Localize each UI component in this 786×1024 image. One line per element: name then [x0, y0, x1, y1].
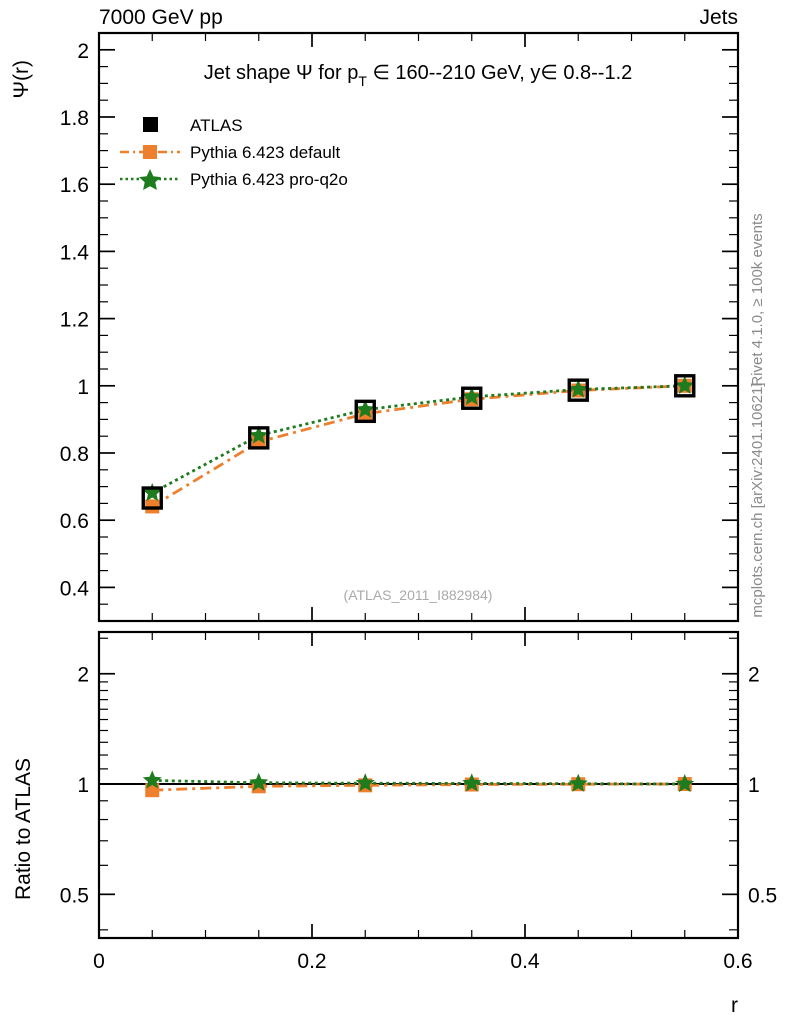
data-point-marker: [675, 375, 695, 394]
legend-marker-pythia-default: [143, 145, 157, 159]
x-tick-label: 0.2: [297, 950, 326, 973]
side-note-mcplots: mcplots.cern.ch [arXiv:2401.10621]: [749, 382, 766, 617]
legend-label-pythia-proq2o: Pythia 6.423 pro-q2o: [190, 170, 348, 189]
ratio-series-pythia-6-423-pro-q2o: [142, 770, 695, 793]
series-line: [151, 384, 685, 508]
ratio-y-tick-label-right: 2: [748, 664, 760, 687]
data-point-marker: [674, 374, 696, 398]
data-point-marker: [675, 774, 695, 793]
legend-marker-atlas: [143, 117, 158, 132]
header-category-label: Jets: [699, 6, 738, 29]
main-y-ticks: 0.4 0.6 0.8 1 1.2 1.4 1.6 1.8 2: [60, 40, 738, 605]
main-y-tick-label: 0.6: [60, 510, 89, 533]
ratio-y-tick-label: 0.5: [60, 884, 89, 907]
ratio-x-tick-labels: 0 0.2 0.4 0.6: [93, 950, 752, 973]
data-point-marker: [355, 773, 375, 792]
side-note-rivet: Rivet 4.1.0, ≥ 100k events: [749, 213, 766, 386]
legend-label-atlas: ATLAS: [190, 116, 243, 135]
main-y-tick-label: 1.6: [60, 174, 89, 197]
ratio-y-tick-label: 2: [77, 664, 89, 687]
x-tick-label: 0: [93, 950, 105, 973]
main-y-tick-label: 1.8: [60, 107, 89, 130]
ratio-series-group: [142, 770, 695, 798]
main-series-pythia-6-423-default: [145, 378, 692, 514]
data-point-marker: [567, 378, 589, 402]
legend-entry-atlas[interactable]: ATLAS: [143, 116, 243, 135]
x-axis-label: r: [731, 994, 738, 1017]
data-point-marker: [141, 486, 163, 510]
main-series-group: [141, 374, 696, 514]
data-point-marker: [355, 399, 375, 418]
data-point-marker: [249, 425, 269, 444]
ratio-y-tick-label-right: 1: [748, 774, 760, 797]
data-point-marker: [568, 379, 588, 398]
ratio-y-tick-label: 1: [77, 774, 89, 797]
header-beam-label: 7000 GeV pp: [99, 6, 223, 29]
main-panel: 0.4 0.6 0.8 1 1.2 1.4 1.6 1.8 2 Jet shape Ψ for …: [60, 31, 740, 623]
series-line: [151, 384, 685, 495]
series-line: [152, 782, 685, 792]
legend-entry-pythia-proq2o[interactable]: Pythia 6.423 pro-q2o: [120, 169, 348, 190]
main-series-atlas: [141, 374, 696, 510]
watermark-label: (ATLAS_2011_I882984): [344, 587, 493, 603]
series-line: [152, 779, 685, 786]
main-y-tick-label: 0.4: [60, 577, 90, 600]
ratio-panel: 0.5 1 2 0.5 1 2 0 0.2 0.4 0.6: [60, 630, 777, 973]
main-y-tick-label: 1: [77, 376, 89, 399]
data-point-marker: [249, 772, 269, 791]
x-tick-label: 0.6: [723, 950, 752, 973]
ratio-y-tick-label-right: 0.5: [748, 884, 777, 907]
title-prefix: Jet shape: [204, 62, 296, 84]
ratio-series-pythia-6-423-default: [145, 777, 692, 798]
title-mid: for p: [313, 62, 359, 84]
title-subscript: T: [358, 73, 367, 89]
data-point-marker: [462, 773, 482, 792]
x-tick-label: 0.4: [510, 950, 540, 973]
main-x-ticks: [151, 33, 686, 621]
legend-marker-pythia-proq2o: [139, 169, 161, 190]
data-point-marker: [462, 386, 482, 405]
ratio-x-ticks: [151, 632, 686, 938]
legend-entry-pythia-default[interactable]: Pythia 6.423 default: [120, 143, 341, 162]
data-point-marker: [461, 386, 483, 410]
plot-title: Jet shape Ψ for pT ∈ 160--210 GeV, y∈ 0.…: [204, 62, 633, 89]
data-point-marker: [248, 426, 270, 450]
data-point-marker: [142, 482, 162, 502]
title-suffix: ∈ 160--210 GeV, y∈ 0.8--1.2: [367, 62, 632, 84]
main-y-tick-label: 1.4: [60, 241, 90, 264]
y-axis-label-main: Ψ(r): [10, 60, 33, 99]
main-series-pythia-6-423-pro-q2o: [142, 375, 695, 502]
legend-label-pythia-default: Pythia 6.423 default: [190, 143, 341, 162]
data-point-marker: [142, 770, 162, 789]
main-y-tick-label: 1.2: [60, 309, 89, 332]
main-y-tick-label: 2: [77, 40, 89, 63]
title-psi: Ψ: [296, 62, 313, 84]
main-y-tick-label: 0.8: [60, 443, 89, 466]
data-point-marker: [354, 399, 376, 424]
legend: ATLAS Pythia 6.423 default Pythia 6.423 …: [120, 116, 348, 190]
y-axis-label-ratio: Ratio to ATLAS: [12, 758, 35, 900]
data-point-marker: [568, 773, 588, 792]
